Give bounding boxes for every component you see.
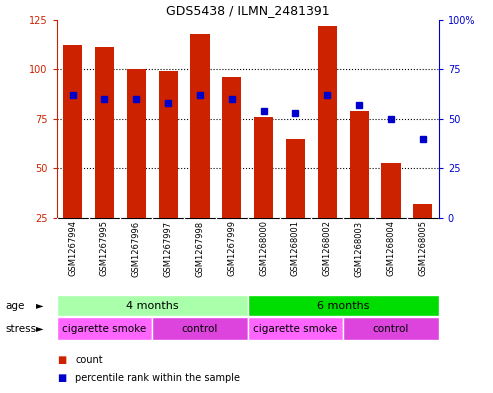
- Bar: [247, 295, 439, 316]
- Bar: [350, 111, 369, 268]
- Bar: [159, 71, 177, 268]
- Text: GSM1267998: GSM1267998: [195, 220, 205, 277]
- Bar: [152, 317, 247, 340]
- Text: control: control: [182, 323, 218, 334]
- Text: age: age: [5, 301, 24, 310]
- Text: GSM1267999: GSM1267999: [227, 220, 236, 276]
- Text: GSM1267995: GSM1267995: [100, 220, 109, 276]
- Bar: [286, 139, 305, 268]
- Bar: [190, 33, 210, 268]
- Bar: [95, 48, 114, 268]
- Text: GSM1267996: GSM1267996: [132, 220, 141, 277]
- Bar: [343, 317, 439, 340]
- Text: percentile rank within the sample: percentile rank within the sample: [75, 373, 241, 383]
- Text: ►: ►: [35, 323, 43, 334]
- Bar: [247, 317, 343, 340]
- Text: GSM1268001: GSM1268001: [291, 220, 300, 276]
- Bar: [318, 26, 337, 268]
- Text: count: count: [75, 354, 103, 365]
- Text: GSM1268000: GSM1268000: [259, 220, 268, 276]
- Text: cigarette smoke: cigarette smoke: [253, 323, 338, 334]
- Text: GSM1268005: GSM1268005: [419, 220, 427, 276]
- Bar: [413, 204, 432, 268]
- Text: cigarette smoke: cigarette smoke: [62, 323, 146, 334]
- Bar: [254, 117, 273, 268]
- Title: GDS5438 / ILMN_2481391: GDS5438 / ILMN_2481391: [166, 4, 329, 17]
- Text: ►: ►: [35, 301, 43, 310]
- Bar: [63, 46, 82, 268]
- Text: 4 months: 4 months: [126, 301, 178, 310]
- Text: GSM1267997: GSM1267997: [164, 220, 173, 277]
- Text: 6 months: 6 months: [317, 301, 369, 310]
- Bar: [222, 77, 242, 268]
- Text: ■: ■: [57, 354, 66, 365]
- Text: GSM1267994: GSM1267994: [68, 220, 77, 276]
- Text: GSM1268002: GSM1268002: [323, 220, 332, 276]
- Text: GSM1268004: GSM1268004: [387, 220, 395, 276]
- Text: ■: ■: [57, 373, 66, 383]
- Text: stress: stress: [5, 323, 36, 334]
- Bar: [127, 69, 146, 268]
- Bar: [57, 317, 152, 340]
- Bar: [382, 163, 400, 268]
- Text: GSM1268003: GSM1268003: [354, 220, 364, 277]
- Bar: [57, 295, 247, 316]
- Text: control: control: [373, 323, 409, 334]
